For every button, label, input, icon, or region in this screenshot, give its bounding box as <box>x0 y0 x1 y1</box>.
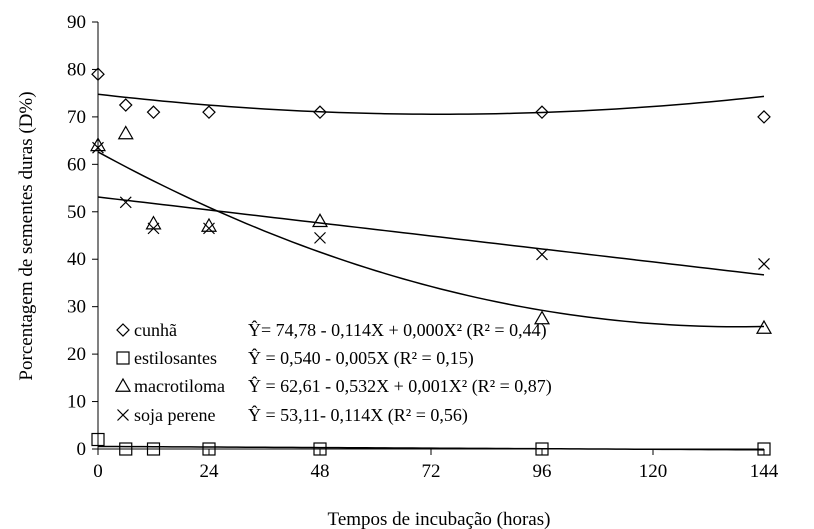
data-point-cunhã <box>146 105 161 119</box>
y-tick-label: 50 <box>67 202 86 223</box>
fit-lines <box>97 93 765 451</box>
x-tick-label: 120 <box>639 461 668 482</box>
data-point-cunhã <box>118 98 133 112</box>
data-point-estilosantes <box>313 442 327 456</box>
y-tick-label: 30 <box>67 297 86 318</box>
y-tick-label: 70 <box>67 107 86 128</box>
data-point-soja-perene <box>536 248 548 261</box>
x-tick-label: 144 <box>750 461 779 482</box>
legend: cunhã Ŷ= 74,78 - 0,114X + 0,000X² (R² = 0… <box>114 319 552 426</box>
data-point-macrotiloma <box>311 213 329 228</box>
y-tick-label: 0 <box>77 439 87 460</box>
data-point-macrotiloma <box>117 125 134 140</box>
y-tick-label: 80 <box>67 59 86 80</box>
x-tick-label: 96 <box>533 461 552 482</box>
fit-line-macrotiloma <box>97 151 765 328</box>
y-axis-label: Porcentagem de sementes duras (D%) <box>16 91 37 380</box>
data-point-macrotiloma <box>533 310 551 325</box>
data-point-soja-perene <box>203 222 215 235</box>
data-point-cunhã <box>202 105 216 119</box>
data-point-cunhã <box>91 67 105 82</box>
data-point-estilosantes <box>757 442 771 456</box>
legend-label-cunhã: cunhã <box>134 320 177 340</box>
regression-equation-estilosantes: Ŷ = 0,540 - 0,005X (R² = 0,15) <box>248 347 474 369</box>
data-point-estilosantes <box>202 442 216 456</box>
legend-label-estilosantes: estilosantes <box>134 348 217 368</box>
data-point-soja-perene <box>758 258 770 270</box>
data-point-macrotiloma <box>755 319 773 334</box>
y-tick-label: 10 <box>67 392 86 413</box>
regression-equation-soja-perene: Ŷ = 53,11- 0,114X (R² = 0,56) <box>248 404 468 426</box>
data-point-soja-perene <box>92 141 104 154</box>
data-point-estilosantes <box>119 442 133 456</box>
data-points <box>89 67 773 456</box>
x-axis-label: Tempos de incubação (horas) <box>328 509 551 529</box>
data-point-macrotiloma <box>200 217 218 232</box>
data-point-cunhã <box>757 110 771 124</box>
y-tick-label: 60 <box>67 154 86 175</box>
x-tick-label: 72 <box>422 461 441 482</box>
x-tick-label: 48 <box>311 461 330 482</box>
data-point-soja-perene <box>119 196 132 209</box>
axes: 0 10 20 30 40 50 60 70 80 90 0 24 48 72 96 120 144 <box>67 12 779 482</box>
x-tick-label: 0 <box>93 461 103 482</box>
data-point-cunhã <box>313 105 327 119</box>
data-point-estilosantes <box>91 432 105 447</box>
legend-marker-soja-perene <box>117 409 129 421</box>
data-point-soja-perene <box>314 231 326 244</box>
fit-line-estilosantes <box>97 445 765 451</box>
data-point-cunhã <box>535 105 549 119</box>
data-point-soja-perene <box>147 222 160 235</box>
y-tick-label: 90 <box>67 12 86 33</box>
y-tick-label: 40 <box>67 249 86 270</box>
regression-equation-cunhã: Ŷ= 74,78 - 0,114X + 0,000X² (R² = 0,44) <box>248 319 547 341</box>
legend-marker-macrotiloma <box>114 377 132 392</box>
data-point-estilosantes <box>146 442 161 456</box>
fit-line-cunhã <box>97 93 765 115</box>
fit-line-soja-perene <box>97 196 765 276</box>
legend-label-macrotiloma: macrotiloma <box>134 376 225 396</box>
legend-label-soja-perene: soja perene <box>134 405 215 425</box>
data-point-estilosantes <box>535 442 549 456</box>
legend-marker-estilosantes <box>116 351 130 365</box>
x-tick-label: 24 <box>200 461 220 482</box>
regression-equation-macrotiloma: Ŷ = 62,61 - 0,532X + 0,001X² (R² = 0,87) <box>248 375 552 397</box>
legend-marker-cunhã <box>116 323 130 337</box>
y-tick-label: 20 <box>67 344 86 365</box>
